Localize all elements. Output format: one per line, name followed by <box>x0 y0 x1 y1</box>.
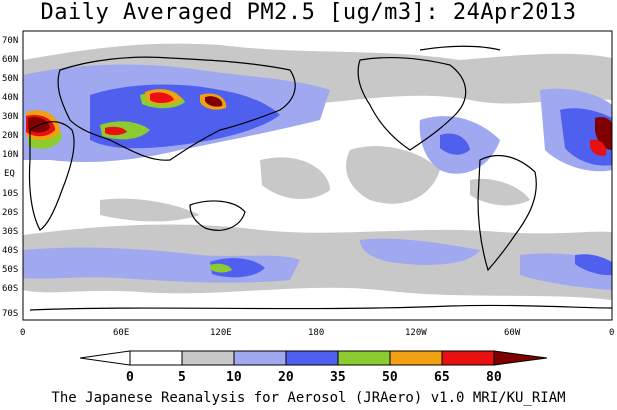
lat-label: 30N <box>2 112 18 122</box>
colorbar-swatch <box>389 350 443 366</box>
lat-label: EQ <box>4 169 15 179</box>
colorbar-swatch <box>233 350 287 366</box>
lat-label: 70N <box>2 36 18 46</box>
lon-label: 0 <box>20 328 25 338</box>
lat-label: 50S <box>2 265 18 275</box>
colorbar-label: 0 <box>126 370 134 385</box>
lon-label: 0 <box>609 328 614 338</box>
blue-band-layer <box>90 84 612 278</box>
colorbar-label: 65 <box>434 370 450 385</box>
lat-label: 70S <box>2 309 18 319</box>
hotspot-layer <box>26 89 612 273</box>
colorbar-label: 50 <box>382 370 398 385</box>
colorbar-arrow-right <box>493 350 548 366</box>
colorbar-label: 5 <box>178 370 186 385</box>
colorbar-arrow-left <box>79 350 131 366</box>
colorbar-label: 20 <box>278 370 294 385</box>
lat-axis: 70N 60N 50N 40N 30N 20N 10N EQ 10S 20S 3… <box>2 36 18 319</box>
lat-label: 20S <box>2 208 18 218</box>
map-title: Daily Averaged PM2.5 [ug/m3]: 24Apr2013 <box>40 0 577 25</box>
colorbar-swatch <box>129 350 183 366</box>
lat-label: 20N <box>2 131 18 141</box>
lon-label: 120W <box>405 328 427 338</box>
lon-label: 120E <box>210 328 232 338</box>
lon-axis: 0 60E 120E 180 120W 60W 0 <box>20 328 614 338</box>
colorbar-swatch <box>337 350 391 366</box>
lon-label: 60W <box>504 328 521 338</box>
lat-label: 40S <box>2 246 18 256</box>
lat-label: 40N <box>2 93 18 103</box>
colorbar-swatch <box>181 350 235 366</box>
colorbar-label: 10 <box>226 370 242 385</box>
aerosol-field <box>23 31 612 320</box>
lon-label: 60E <box>113 328 129 338</box>
lat-label: 10N <box>2 150 18 160</box>
lat-label: 10S <box>2 189 18 199</box>
colorbar-swatch <box>285 350 339 366</box>
plot-frame <box>22 30 613 321</box>
coastlines <box>28 45 612 311</box>
lat-label: 50N <box>2 74 18 84</box>
lat-label: 60S <box>2 284 18 294</box>
data-source-footer: The Japanese Reanalysis for Aerosol (JRA… <box>51 390 566 406</box>
colorbar-label: 35 <box>330 370 346 385</box>
lon-label: 180 <box>308 328 324 338</box>
gray-band-layer <box>23 43 612 300</box>
lat-label: 60N <box>2 55 18 65</box>
colorbar: 0 5 10 20 35 50 65 80 <box>79 350 548 385</box>
colorbar-label: 80 <box>486 370 502 385</box>
colorbar-swatch <box>441 350 495 366</box>
lat-label: 30S <box>2 227 18 237</box>
